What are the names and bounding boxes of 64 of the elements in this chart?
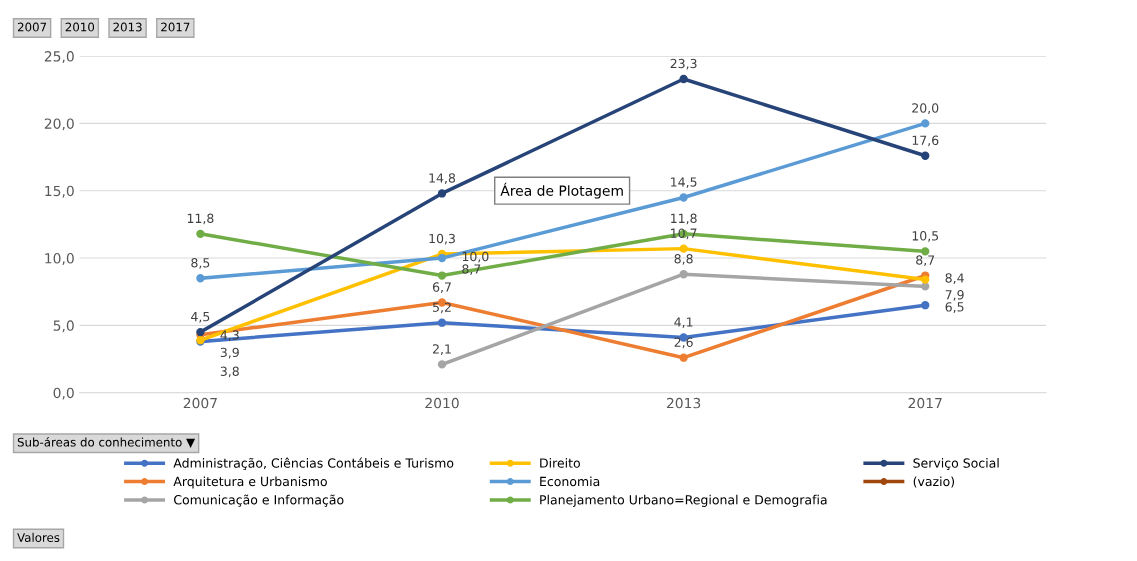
point <box>196 274 205 283</box>
point <box>437 318 447 327</box>
data-label: 4,1 <box>674 317 693 329</box>
point <box>921 151 930 160</box>
text: 2013 <box>113 22 142 32</box>
annotation: Área de Plotagem <box>500 182 623 199</box>
legend-label: Planejamento Urbano=Regional e Demografia <box>540 494 827 507</box>
legend-label: Arquitetura e Urbanismo <box>173 476 327 489</box>
data-label: 11,8 <box>187 213 214 225</box>
legend-label: Comunicação e Informação <box>174 494 344 507</box>
point <box>437 253 447 263</box>
data-label: 5,2 <box>433 302 451 314</box>
data-label: 4,5 <box>191 312 210 323</box>
data-label: 23,3 <box>670 58 697 70</box>
point <box>679 353 688 362</box>
point <box>679 74 688 84</box>
x-tick-label: 2017 <box>908 397 942 409</box>
point <box>437 189 447 198</box>
legend-label: Economia <box>540 476 600 487</box>
data-label: 2,6 <box>674 337 693 349</box>
data-label: 3,9 <box>220 347 239 359</box>
data-label: 8,4 <box>945 273 964 284</box>
data-label: 8,5 <box>191 258 210 269</box>
text: Sub-áreas do conhecimento ▼ <box>17 437 196 448</box>
point <box>679 244 688 253</box>
y-tick-label: 20,0 <box>44 118 74 131</box>
data-label: 2,1 <box>432 344 451 355</box>
point <box>921 119 930 128</box>
data-label: 3,8 <box>220 366 239 378</box>
data-label: 6,5 <box>945 302 964 313</box>
legend-label: Administração, Ciências Contábeis e Turismo <box>173 457 454 471</box>
point <box>437 360 447 369</box>
point <box>196 229 205 238</box>
text: Valores <box>17 532 60 542</box>
point <box>679 270 688 279</box>
legend-label: Direito <box>540 458 580 468</box>
y-tick-label: 5,0 <box>53 320 74 333</box>
point <box>679 193 688 202</box>
legend-label: (vazio) <box>913 476 955 488</box>
data-label: 8,7 <box>916 255 935 267</box>
data-label: 10,3 <box>429 233 455 245</box>
x-tick-label: 2007 <box>183 397 217 409</box>
point <box>921 301 930 310</box>
data-label: 11,8 <box>671 213 697 225</box>
text: 2007 <box>17 22 47 32</box>
y-tick-label: 10,0 <box>45 253 74 265</box>
y-tick-label: 0,0 <box>53 387 74 400</box>
y-tick-label: 25,0 <box>44 51 74 63</box>
data-label: 10,5 <box>912 231 939 242</box>
data-label: 20,0 <box>912 103 939 114</box>
data-label: 17,6 <box>912 135 939 147</box>
data-label: 6,7 <box>432 282 451 294</box>
y-tick-label: 15,0 <box>45 185 74 198</box>
point <box>437 271 447 280</box>
x-tick-label: 2013 <box>666 397 701 409</box>
point <box>921 275 930 284</box>
data-label: 7,9 <box>945 290 964 301</box>
data-label: 8,8 <box>674 254 693 265</box>
data-label: 14,8 <box>429 173 456 184</box>
text: 2010 <box>65 22 95 32</box>
legend-label: Serviço Social <box>913 458 999 471</box>
x-tick-label: 2010 <box>425 397 459 409</box>
text: 2017 <box>161 22 190 32</box>
data-label: 14,5 <box>671 177 697 188</box>
